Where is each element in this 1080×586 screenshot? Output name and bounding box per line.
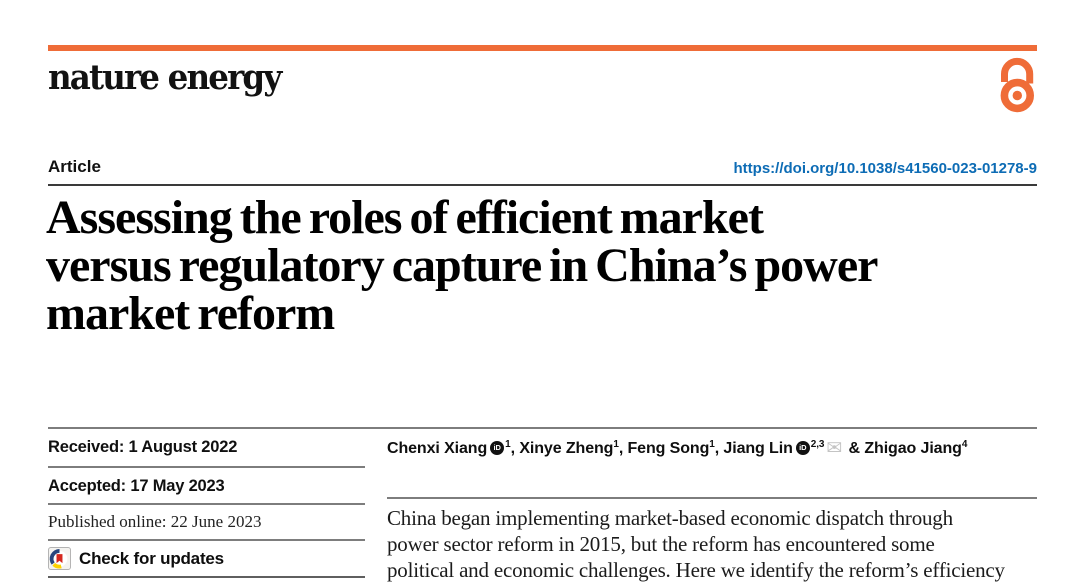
divider xyxy=(48,466,365,468)
divider xyxy=(48,503,365,505)
affiliation-superscript: 2,3 xyxy=(810,439,825,450)
received-date: Received: 1 August 2022 xyxy=(48,438,238,456)
author-name: , Jiang Lin xyxy=(714,440,793,457)
article-type-label: Article xyxy=(48,157,101,176)
accepted-date: Accepted: 17 May 2023 xyxy=(48,477,225,495)
orcid-icon[interactable]: iD xyxy=(795,441,810,455)
top-accent-rule xyxy=(48,45,1037,51)
check-updates-label: Check for updates xyxy=(79,548,224,568)
affiliation-superscript: 1 xyxy=(613,439,619,450)
abstract-line: China began implementing market-based ec… xyxy=(387,506,953,530)
article-title: Assessing the roles of efficient market … xyxy=(46,194,1046,338)
email-icon[interactable]: ✉ xyxy=(826,438,843,459)
orcid-icon[interactable]: iD xyxy=(490,441,505,455)
author-name: Chenxi Xiang xyxy=(387,440,488,457)
published-online-date: Published online: 22 June 2023 xyxy=(48,512,262,531)
abstract-text: China began implementing market-based ec… xyxy=(387,505,1047,584)
doi-link[interactable]: https://doi.org/10.1038/s41560-023-01278… xyxy=(733,160,1038,177)
title-line: Assessing the roles of efficient market xyxy=(46,191,764,244)
divider xyxy=(48,539,365,541)
journal-logo: nature energy xyxy=(48,57,282,98)
divider xyxy=(48,576,365,578)
header-divider xyxy=(48,184,1037,186)
author-name: & Zhigao Jiang xyxy=(844,440,962,457)
abstract-line: political and economic challenges. Here … xyxy=(387,558,1005,583)
author-list: Chenxi Xiang iD 1, Xinye Zheng1, Feng Song… xyxy=(387,437,1038,460)
open-access-icon[interactable] xyxy=(994,54,1041,114)
author-name: , Feng Song xyxy=(618,440,710,457)
affiliation-superscript: 1 xyxy=(709,439,715,450)
crossmark-icon xyxy=(48,547,71,570)
title-line: versus regulatory capture in China’s pow… xyxy=(46,239,878,292)
title-line: market reform xyxy=(46,287,335,340)
check-updates-button[interactable]: Check for updates xyxy=(48,547,224,570)
metadata-top-divider xyxy=(48,427,1037,429)
abstract-divider xyxy=(387,497,1037,499)
affiliation-superscript: 4 xyxy=(961,439,968,450)
affiliation-superscript: 1 xyxy=(505,439,511,450)
author-name: , Xinye Zheng xyxy=(510,440,614,457)
abstract-line: power sector reform in 2015, but the ref… xyxy=(387,532,935,557)
